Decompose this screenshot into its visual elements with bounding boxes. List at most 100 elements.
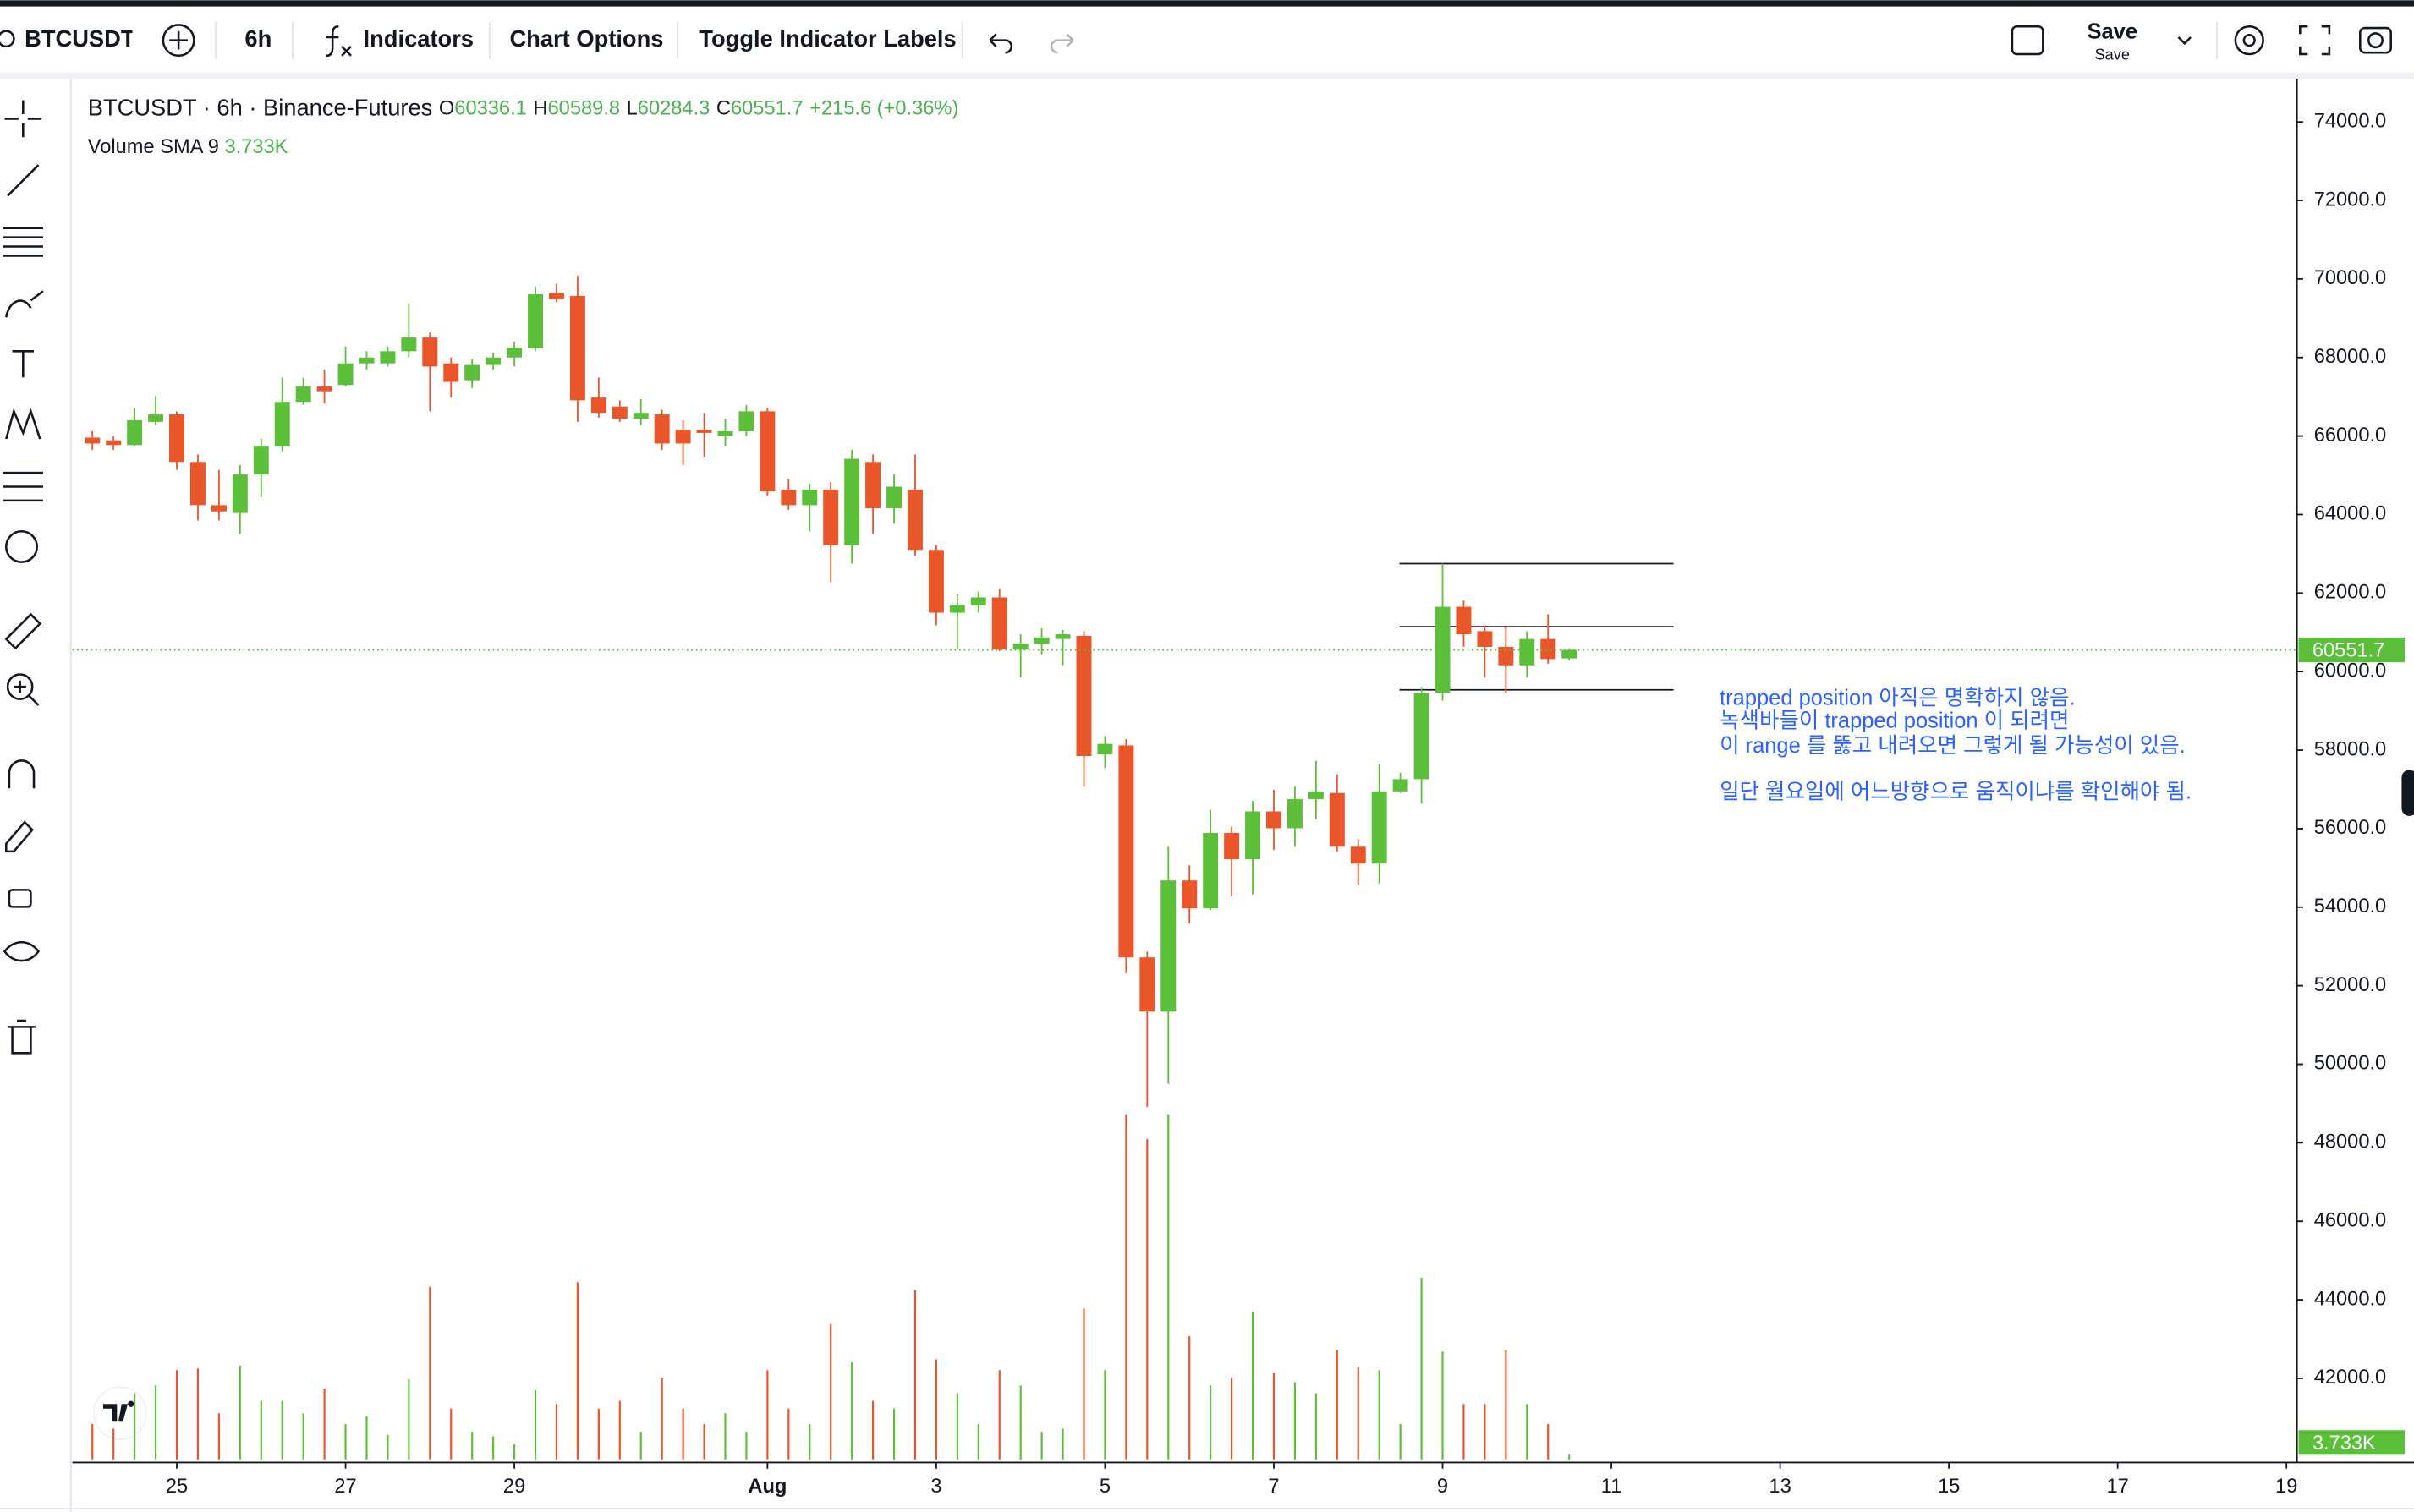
annotation: trapped position 아직은 명확하지 않음. (1720, 686, 2075, 709)
volume-bar (112, 1428, 115, 1460)
symbol-button[interactable]: BTCUSDT (25, 25, 135, 52)
y-tick-label: 64000.0 (2314, 503, 2387, 525)
emoji-tool[interactable] (5, 529, 38, 563)
candle-body (1519, 638, 1535, 666)
y-tick-label: 70000.0 (2314, 267, 2387, 289)
volume-bar (935, 1359, 938, 1460)
text-tool[interactable] (12, 350, 35, 378)
volume-bar (260, 1400, 262, 1460)
volume-bar (977, 1423, 979, 1460)
volume-bar (344, 1423, 347, 1460)
candle-body (781, 490, 797, 506)
candle-body (1034, 637, 1050, 644)
y-tick-label: 74000.0 (2314, 110, 2387, 132)
candle-body (106, 440, 122, 446)
crosshair-tool[interactable] (4, 100, 42, 138)
y-tick-label: 68000.0 (2314, 346, 2387, 368)
trendline-tool[interactable] (7, 164, 40, 197)
volume-bar (450, 1408, 453, 1460)
volume-bar (1019, 1385, 1022, 1460)
redo-button[interactable] (1050, 33, 1074, 54)
volume-bar (639, 1432, 642, 1460)
measure-tool[interactable] (4, 612, 42, 650)
volume-bar (1378, 1370, 1380, 1460)
magnet-tool[interactable] (8, 759, 36, 789)
volume-bar (1188, 1336, 1191, 1460)
candle-body (1055, 634, 1071, 639)
brush-tool[interactable] (5, 290, 44, 318)
candle-body (1097, 743, 1113, 755)
candle-body (1160, 880, 1177, 1012)
x-tick-label: Aug (748, 1476, 787, 1498)
volume-bar (851, 1362, 853, 1460)
volume-bar (239, 1365, 241, 1460)
add-symbol-button[interactable] (162, 24, 195, 58)
fullscreen-button[interactable] (2299, 25, 2331, 56)
candle-body (696, 430, 712, 433)
volume-bar (1146, 1139, 1149, 1460)
volume-bar (1336, 1350, 1338, 1460)
fib-tool[interactable] (3, 227, 43, 257)
legend-h: H (533, 98, 547, 120)
chart-options-button[interactable]: Chart Options (509, 25, 663, 52)
y-tick-label: 46000.0 (2314, 1209, 2387, 1231)
volume-bar (196, 1368, 200, 1460)
screenshot-button[interactable] (2359, 26, 2392, 54)
volume-bar (513, 1444, 516, 1460)
volume-bar (429, 1286, 431, 1460)
side-handle[interactable] (2401, 770, 2414, 816)
pattern-tool[interactable] (5, 408, 41, 440)
volume-bar (1526, 1404, 1528, 1460)
zoom-tool[interactable] (6, 673, 34, 700)
hide-tool[interactable] (3, 940, 41, 962)
candle-body (232, 474, 248, 513)
legend: BTCUSDT · 6h · Binance-Futures O60336.1 … (88, 95, 959, 121)
candle-body (590, 397, 606, 414)
candle-body (507, 348, 523, 358)
y-tick-label: 44000.0 (2314, 1288, 2387, 1310)
legend-title: BTCUSDT · 6h · Binance-Futures (88, 95, 433, 121)
save-dropdown[interactable] (2177, 36, 2192, 46)
volume-bar (387, 1434, 389, 1460)
volume-bar (555, 1404, 558, 1460)
volume-bar (471, 1432, 474, 1460)
candle-body (823, 490, 839, 545)
candle-body (316, 386, 332, 392)
candle-body (127, 420, 143, 446)
candle-body (1139, 957, 1155, 1012)
undo-button[interactable] (989, 33, 1013, 54)
candle-body (1435, 606, 1451, 693)
volume-bar (302, 1413, 304, 1460)
delete-tool[interactable] (8, 1019, 36, 1055)
lock-tool[interactable] (8, 889, 32, 908)
indicators-button[interactable]: Indicators (364, 25, 474, 52)
candle-body (548, 293, 564, 299)
top-border (0, 0, 2414, 7)
candle-body (991, 597, 1007, 650)
layout-button[interactable] (2011, 25, 2044, 56)
candle-body (148, 414, 164, 422)
candle-body (443, 363, 459, 382)
volume-bar (365, 1416, 368, 1460)
volume-bar (1462, 1404, 1465, 1460)
x-tick-label: 11 (1601, 1476, 1622, 1498)
candle-body (675, 430, 691, 444)
y-tick-label: 48000.0 (2314, 1131, 2387, 1153)
candle-body (169, 414, 184, 463)
lock-drawing-tool[interactable] (5, 820, 34, 853)
toggle-labels-button[interactable]: Toggle Indicator Labels (699, 25, 956, 52)
settings-button[interactable] (2234, 25, 2264, 56)
x-tick-label: 3 (930, 1476, 941, 1498)
save-button[interactable]: Save (2088, 19, 2137, 43)
interval-button[interactable]: 6h (244, 25, 272, 52)
legend-c: C (716, 98, 731, 120)
prediction-tool[interactable] (3, 471, 43, 502)
volume-bar (1399, 1423, 1402, 1460)
volume-bar (1568, 1454, 1571, 1460)
x-tick-label: 27 (334, 1476, 356, 1498)
volume-bar (1083, 1308, 1085, 1460)
volume-bar (1104, 1370, 1106, 1460)
volume-bar (703, 1423, 705, 1460)
